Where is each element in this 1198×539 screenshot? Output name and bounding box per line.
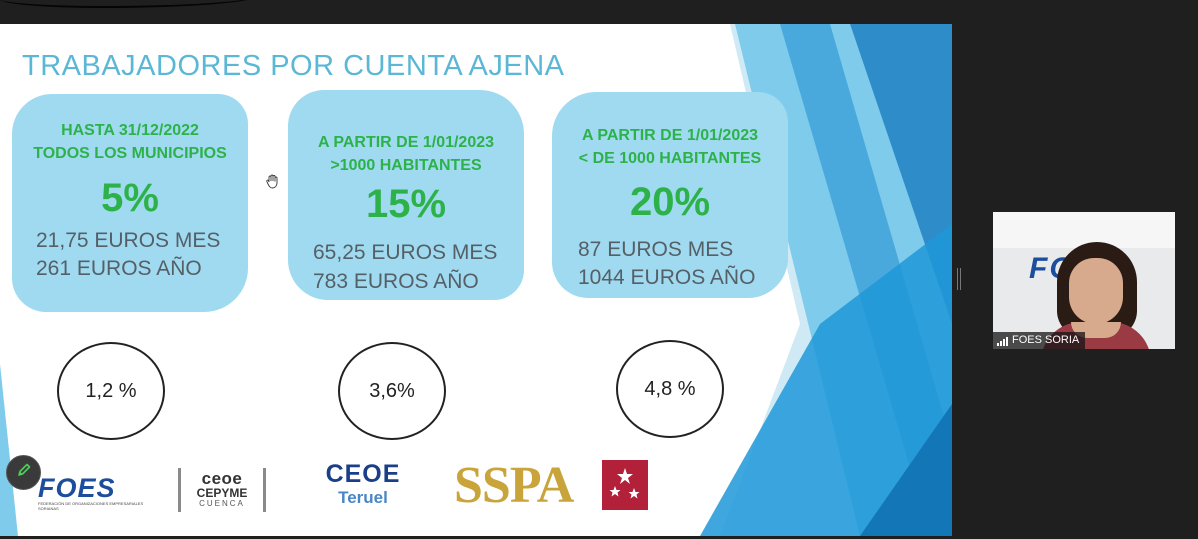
- ceoe-teruel-logo: CEOE Teruel: [318, 460, 408, 508]
- foes-logo: FOES FEDERACIÓN DE ORGANIZACIONES EMPRES…: [38, 473, 146, 512]
- foes-logo-subtitle: FEDERACIÓN DE ORGANIZACIONES EMPRESARIAL…: [38, 501, 144, 511]
- card-all-municipalities: HASTA 31/12/2022 TODOS LOS MUNICIPIOS 5%…: [12, 94, 248, 312]
- circle-rate-2: 3,6%: [338, 342, 446, 440]
- circle-rate-1: 1,2 %: [57, 342, 165, 440]
- annotate-button[interactable]: [6, 455, 41, 490]
- pencil-icon: [16, 462, 32, 483]
- card-amount-year: 1044 EUROS AÑO: [578, 266, 756, 289]
- slide-background-shapes: [0, 24, 952, 536]
- video-background-panel: [993, 212, 1175, 248]
- card-amount-month: 21,75 EUROS MES: [36, 229, 221, 252]
- card-amount-year: 783 EUROS AÑO: [313, 270, 479, 293]
- cepyme-logo-mid: CEPYME: [196, 486, 248, 500]
- card-percent: 20%: [629, 180, 711, 224]
- card-percent: 5%: [101, 176, 159, 220]
- card-amount-month: 87 EUROS MES: [578, 238, 734, 261]
- card-over-1000: A PARTIR DE 1/01/2023 >1000 HABITANTES 1…: [288, 90, 524, 300]
- participant-name: FOES SORIA: [1012, 334, 1080, 346]
- panel-resize-handle[interactable]: [957, 268, 961, 290]
- card-percent: 15%: [365, 182, 447, 226]
- foes-logo-text: FOES: [38, 473, 116, 503]
- participant-name-label: FOES SORIA: [993, 332, 1086, 349]
- ceoe-logo-bottom: Teruel: [338, 488, 388, 507]
- card-under-1000: A PARTIR DE 1/01/2023 < DE 1000 HABITANT…: [552, 92, 788, 298]
- card-heading: A PARTIR DE 1/01/2023 >1000 HABITANTES: [317, 134, 495, 174]
- card-amount-month: 65,25 EUROS MES: [313, 241, 498, 264]
- participant-face: [1069, 258, 1123, 324]
- slide-title: TRABAJADORES POR CUENTA AJENA: [22, 50, 565, 82]
- signal-bars-icon: [997, 336, 1008, 346]
- cepyme-logo-top: ceoe: [201, 469, 243, 488]
- aragon-flag-icon: [602, 452, 648, 510]
- ceoe-cepyme-cuenca-logo: ceoe CEPYME CUENCA: [178, 468, 266, 512]
- shared-slide: TRABAJADORES POR CUENTA AJENA HASTA 31/1…: [0, 24, 952, 536]
- hand-cursor-icon: [265, 173, 281, 192]
- circle-rate-3: 4,8 %: [616, 340, 724, 438]
- participant-video-tile[interactable]: FOES FOES SORIA: [993, 212, 1175, 349]
- card-heading: HASTA 31/12/2022 TODOS LOS MUNICIPIOS: [33, 122, 227, 162]
- top-decoration: [0, 0, 260, 8]
- top-bar: [0, 0, 1198, 24]
- card-heading: A PARTIR DE 1/01/2023 < DE 1000 HABITANT…: [578, 127, 762, 167]
- sspa-logo: SSPA: [454, 457, 574, 514]
- ceoe-logo-top: CEOE: [325, 460, 401, 488]
- card-amount-year: 261 EUROS AÑO: [36, 257, 202, 280]
- cepyme-logo-bottom: CUENCA: [199, 499, 245, 508]
